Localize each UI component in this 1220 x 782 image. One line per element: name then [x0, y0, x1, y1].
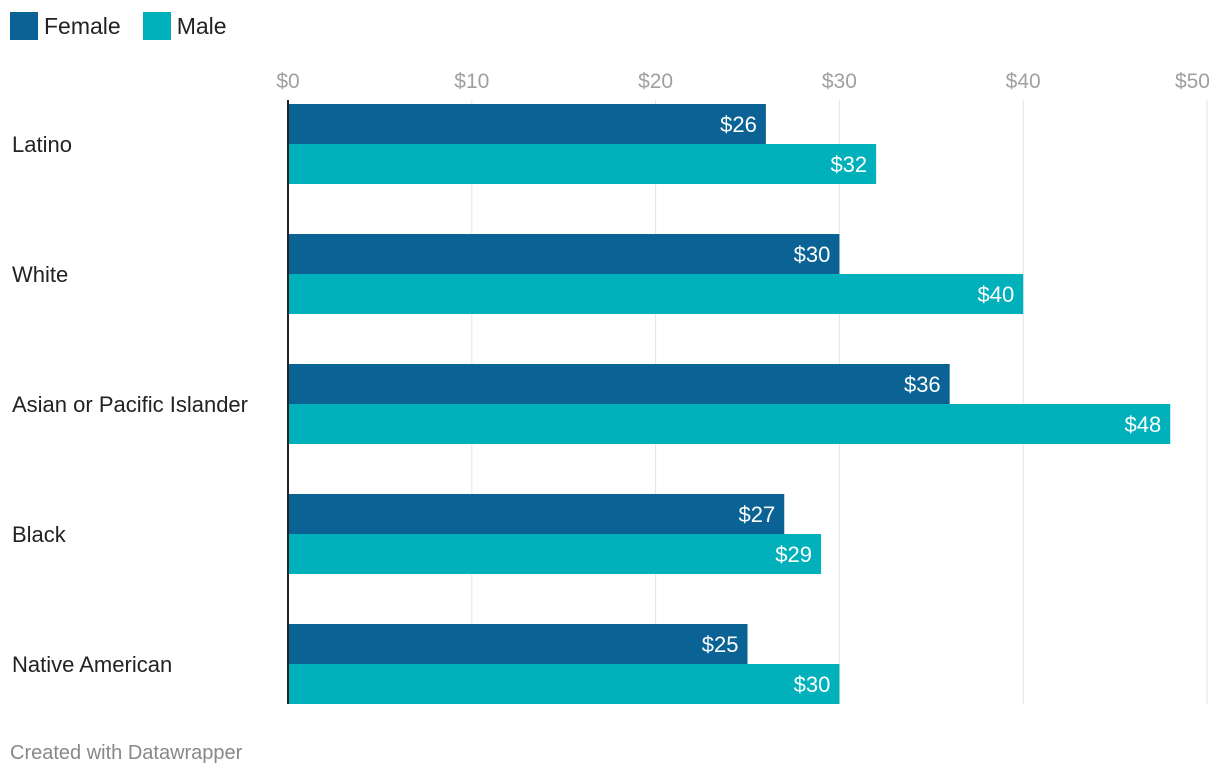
bar-male: [288, 274, 1024, 314]
data-label: $25: [702, 632, 739, 657]
data-label: $26: [720, 112, 757, 137]
footer-credit: Created with Datawrapper: [10, 742, 243, 764]
category-label: Latino: [12, 132, 72, 157]
category-label: Native American: [12, 652, 172, 677]
data-label: $30: [794, 672, 831, 697]
bar-female: [288, 494, 785, 534]
category-label: Asian or Pacific Islander: [12, 392, 248, 417]
category-label: Black: [12, 522, 67, 547]
bar-male: [288, 144, 877, 184]
legend-item-female: Female: [10, 12, 121, 40]
chart-legend: Female Male: [10, 12, 249, 40]
data-label: $29: [775, 542, 812, 567]
bar-female: [288, 364, 950, 404]
legend-item-male: Male: [142, 12, 227, 40]
bar-female: [288, 624, 748, 664]
legend-swatch-male: [142, 12, 171, 40]
data-label: $40: [977, 282, 1014, 307]
legend-label-female: Female: [44, 12, 121, 39]
data-label: $36: [904, 372, 941, 397]
data-label: $30: [794, 242, 831, 267]
data-label: $48: [1125, 412, 1162, 437]
legend-swatch-female: [10, 12, 38, 40]
bar-female: [288, 104, 766, 144]
bar-male: [288, 534, 822, 574]
bar-female: [288, 234, 840, 274]
x-tick-label: $10: [454, 70, 489, 93]
x-tick-label: $30: [822, 70, 857, 93]
bar-male: [288, 404, 1171, 444]
data-label: $27: [739, 502, 776, 527]
legend-label-male: Male: [176, 12, 227, 39]
category-label: White: [12, 262, 68, 287]
data-label: $32: [830, 152, 867, 177]
x-tick-label: $0: [276, 70, 299, 93]
bar-male: [288, 664, 840, 704]
x-tick-label: $40: [1006, 70, 1041, 93]
x-tick-label: $50: [1175, 70, 1210, 93]
x-tick-label: $20: [638, 70, 673, 93]
